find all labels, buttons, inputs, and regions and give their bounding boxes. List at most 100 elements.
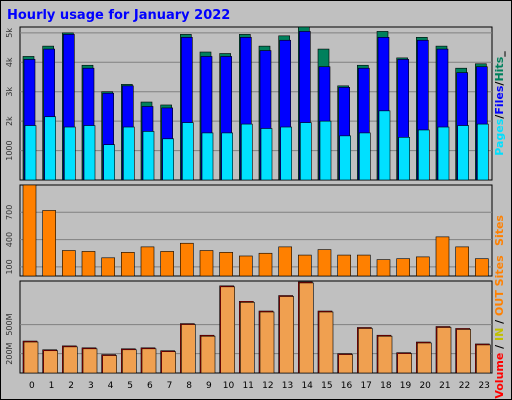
bar-sites <box>416 256 430 277</box>
bar-volume <box>377 335 393 374</box>
y-tick-label: 1000 <box>5 140 14 160</box>
side-label-part: / <box>493 81 506 86</box>
plot-area <box>19 184 493 277</box>
x-tick-label: 18 <box>380 381 392 391</box>
bar-volume <box>318 311 334 374</box>
bar-pages <box>123 126 135 181</box>
x-tick-label: 19 <box>400 381 412 391</box>
x-tick-label: 12 <box>262 381 273 391</box>
x-tick-label: 4 <box>108 381 114 391</box>
x-tick-label: 23 <box>478 381 489 391</box>
panel-volume: 200M 500M Volume / IN / OUT Sites <box>5 255 506 399</box>
bar-sites <box>337 254 351 277</box>
bar-pages <box>398 137 410 181</box>
x-tick-label: 1 <box>49 381 55 391</box>
side-label-part: / <box>493 316 506 328</box>
side-label-part: Sites <box>493 255 506 286</box>
bar-sites <box>435 236 450 277</box>
side-label: Volume / IN / OUT Sites <box>493 255 506 399</box>
bar-volume <box>122 349 137 374</box>
x-tick-label: 9 <box>206 381 212 391</box>
bar-sites <box>42 210 56 277</box>
bar-volume <box>338 354 353 374</box>
bar-sites <box>81 251 96 277</box>
bar-pages <box>64 126 76 181</box>
bar-volume <box>240 302 255 374</box>
x-tick-label: 11 <box>242 381 253 391</box>
bar-sites <box>475 258 489 277</box>
plot-area <box>19 280 493 374</box>
bar-pages <box>182 122 194 181</box>
bar-sites <box>396 258 410 277</box>
plot-area <box>19 26 493 181</box>
bar-pages <box>103 144 115 181</box>
bar-volume <box>476 344 491 374</box>
bar-pages <box>162 138 174 181</box>
bar-volume <box>220 286 235 374</box>
y-tick-label: 700 <box>5 205 14 220</box>
bar-pages <box>378 110 391 181</box>
bar-sites <box>219 252 233 277</box>
bar-pages <box>83 125 96 181</box>
bar-sites <box>121 252 135 277</box>
bar-volume <box>43 350 58 374</box>
bar-pages <box>359 132 371 181</box>
bar-sites <box>317 249 332 277</box>
bar-sites <box>298 254 312 277</box>
y-tick-label: 500M <box>5 313 14 335</box>
side-label-part: OUT <box>493 290 506 316</box>
bar-pages <box>477 123 489 181</box>
x-tick-label: 5 <box>127 381 133 391</box>
side-label-part: Sites <box>493 215 506 246</box>
x-tick-label: 8 <box>186 381 192 391</box>
x-tick-label: 0 <box>29 381 35 391</box>
x-tick-label: 17 <box>360 381 371 391</box>
chart-title: Hourly usage for January 2022 <box>7 8 231 23</box>
y-tick-label: 200M <box>5 342 14 364</box>
bar-sites <box>239 255 253 277</box>
bar-pages <box>437 126 450 181</box>
side-label: Pages/Files/Hits_ <box>493 51 506 156</box>
bar-sites <box>199 250 214 277</box>
side-label-part: IN <box>493 328 506 341</box>
bar-volume <box>102 355 117 374</box>
side-label-part: Volume <box>493 353 506 399</box>
y-tick-label: 4k <box>5 57 14 67</box>
bar-sites <box>278 246 292 277</box>
side-label-part: Files <box>493 85 506 115</box>
bar-volume <box>436 327 452 374</box>
side-label-part: / <box>493 341 506 353</box>
bar-sites <box>180 242 194 277</box>
y-tick-label: 100 <box>5 259 14 274</box>
bar-volume <box>299 282 314 374</box>
bar-volume <box>63 346 78 374</box>
bar-sites <box>140 246 155 277</box>
x-tick-label: 3 <box>88 381 94 391</box>
x-tick-label: 7 <box>167 381 173 391</box>
bar-volume <box>181 324 196 374</box>
bar-volume <box>23 341 39 374</box>
y-tick-label: 2k <box>5 116 14 126</box>
bar-pages <box>201 132 214 181</box>
bar-sites <box>160 251 174 277</box>
y-tick-label: 5k <box>5 28 14 38</box>
side-label: Sites <box>493 215 506 246</box>
x-tick-label: 10 <box>223 381 235 391</box>
bar-sites <box>376 259 391 277</box>
bar-pages <box>44 116 56 181</box>
x-tick-label: 22 <box>459 381 470 391</box>
bar-volume <box>358 328 373 374</box>
x-tick-label: 16 <box>341 381 353 391</box>
panel-sites: 100 400 700 Sites <box>5 184 506 277</box>
bar-volume <box>259 311 275 374</box>
bar-volume <box>141 348 157 374</box>
bar-volume <box>200 335 216 374</box>
bar-sites <box>62 250 76 277</box>
side-label-part: / <box>493 114 506 119</box>
x-tick-label: 20 <box>419 381 431 391</box>
bar-sites <box>22 184 37 277</box>
side-label-part: Pages <box>493 118 506 156</box>
bar-pages <box>260 128 273 181</box>
side-label-part: Hits <box>493 56 506 81</box>
